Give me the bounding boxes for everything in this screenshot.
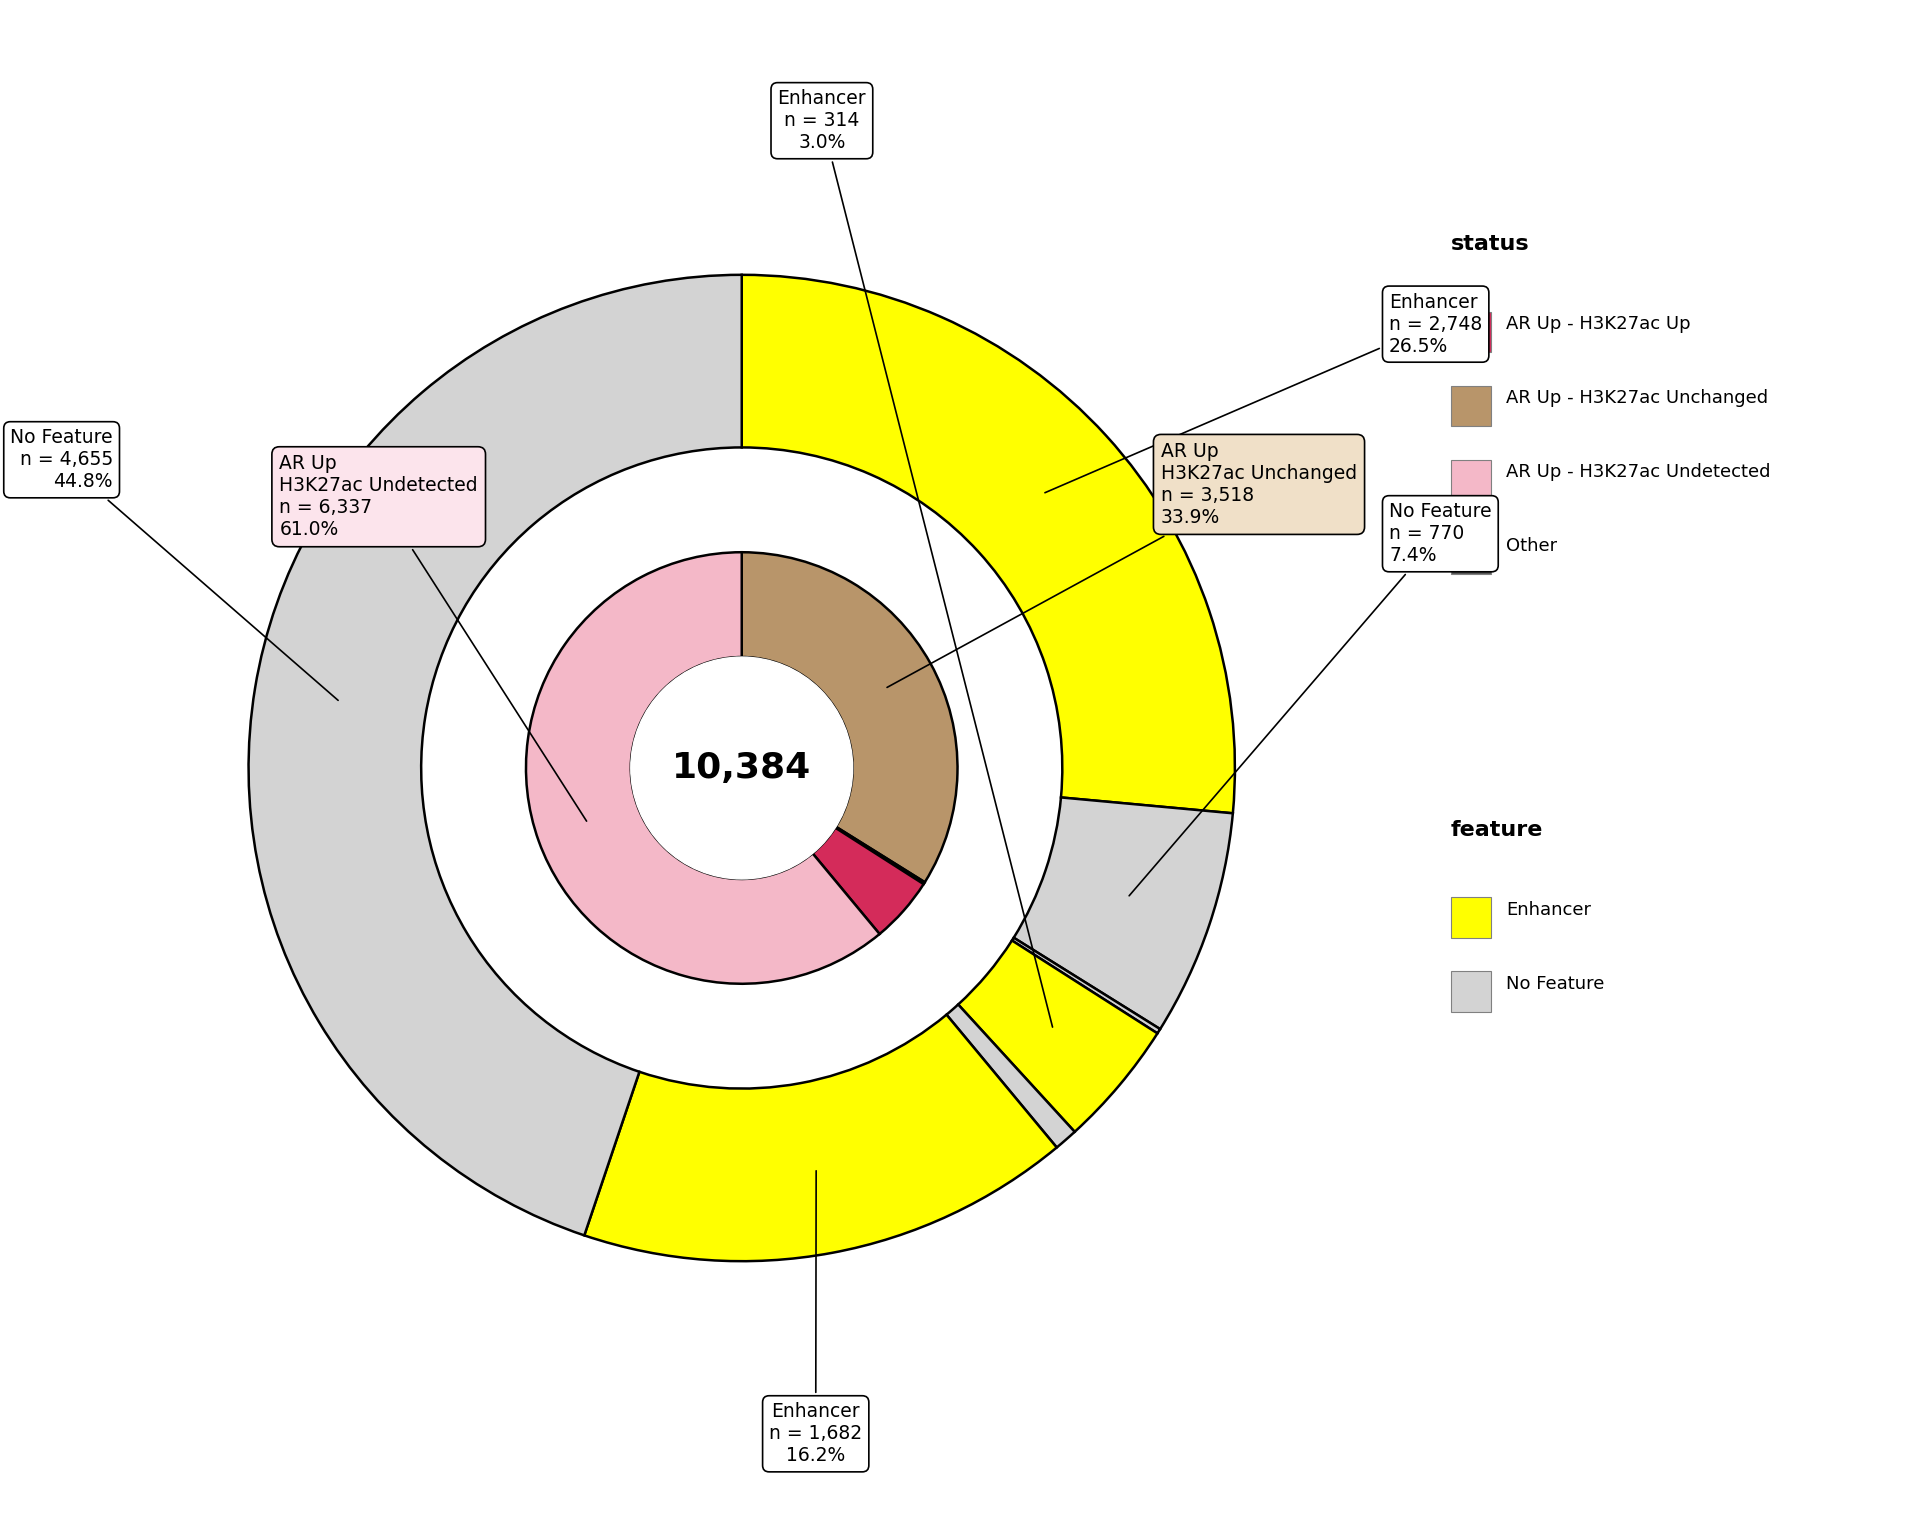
Text: AR Up - H3K27ac Up: AR Up - H3K27ac Up bbox=[1505, 315, 1692, 333]
Wedge shape bbox=[741, 275, 1235, 813]
Text: Enhancer
n = 2,748
26.5%: Enhancer n = 2,748 26.5% bbox=[1044, 293, 1482, 493]
FancyBboxPatch shape bbox=[1452, 897, 1490, 937]
Text: Enhancer
n = 1,682
16.2%: Enhancer n = 1,682 16.2% bbox=[770, 1170, 862, 1465]
Text: AR Up
H3K27ac Unchanged
n = 3,518
33.9%: AR Up H3K27ac Unchanged n = 3,518 33.9% bbox=[887, 442, 1357, 688]
Text: Enhancer: Enhancer bbox=[1505, 900, 1592, 919]
Wedge shape bbox=[835, 826, 925, 885]
FancyBboxPatch shape bbox=[1452, 533, 1490, 574]
Wedge shape bbox=[958, 940, 1158, 1132]
Text: 10,384: 10,384 bbox=[672, 751, 812, 785]
Wedge shape bbox=[947, 1005, 1075, 1147]
Text: No Feature
n = 4,655
44.8%: No Feature n = 4,655 44.8% bbox=[10, 429, 338, 700]
FancyBboxPatch shape bbox=[1452, 459, 1490, 499]
Wedge shape bbox=[741, 553, 958, 882]
Wedge shape bbox=[1014, 797, 1233, 1029]
Text: Other: Other bbox=[1505, 538, 1557, 554]
FancyBboxPatch shape bbox=[1452, 312, 1490, 352]
Wedge shape bbox=[1012, 937, 1160, 1034]
FancyBboxPatch shape bbox=[1452, 386, 1490, 425]
Text: status: status bbox=[1452, 233, 1530, 253]
Text: Enhancer
n = 314
3.0%: Enhancer n = 314 3.0% bbox=[778, 89, 1052, 1028]
Text: AR Up - H3K27ac Undetected: AR Up - H3K27ac Undetected bbox=[1505, 462, 1770, 481]
Text: AR Up - H3K27ac Unchanged: AR Up - H3K27ac Unchanged bbox=[1505, 389, 1768, 407]
Wedge shape bbox=[812, 828, 924, 934]
Text: feature: feature bbox=[1452, 820, 1544, 840]
Text: AR Up
H3K27ac Undetected
n = 6,337
61.0%: AR Up H3K27ac Undetected n = 6,337 61.0% bbox=[280, 455, 588, 822]
Text: No Feature
n = 770
7.4%: No Feature n = 770 7.4% bbox=[1129, 502, 1492, 895]
Wedge shape bbox=[526, 553, 879, 983]
Circle shape bbox=[632, 657, 852, 879]
FancyBboxPatch shape bbox=[1452, 971, 1490, 1012]
Text: No Feature: No Feature bbox=[1505, 975, 1605, 992]
Wedge shape bbox=[584, 1015, 1056, 1261]
Wedge shape bbox=[248, 275, 741, 1235]
